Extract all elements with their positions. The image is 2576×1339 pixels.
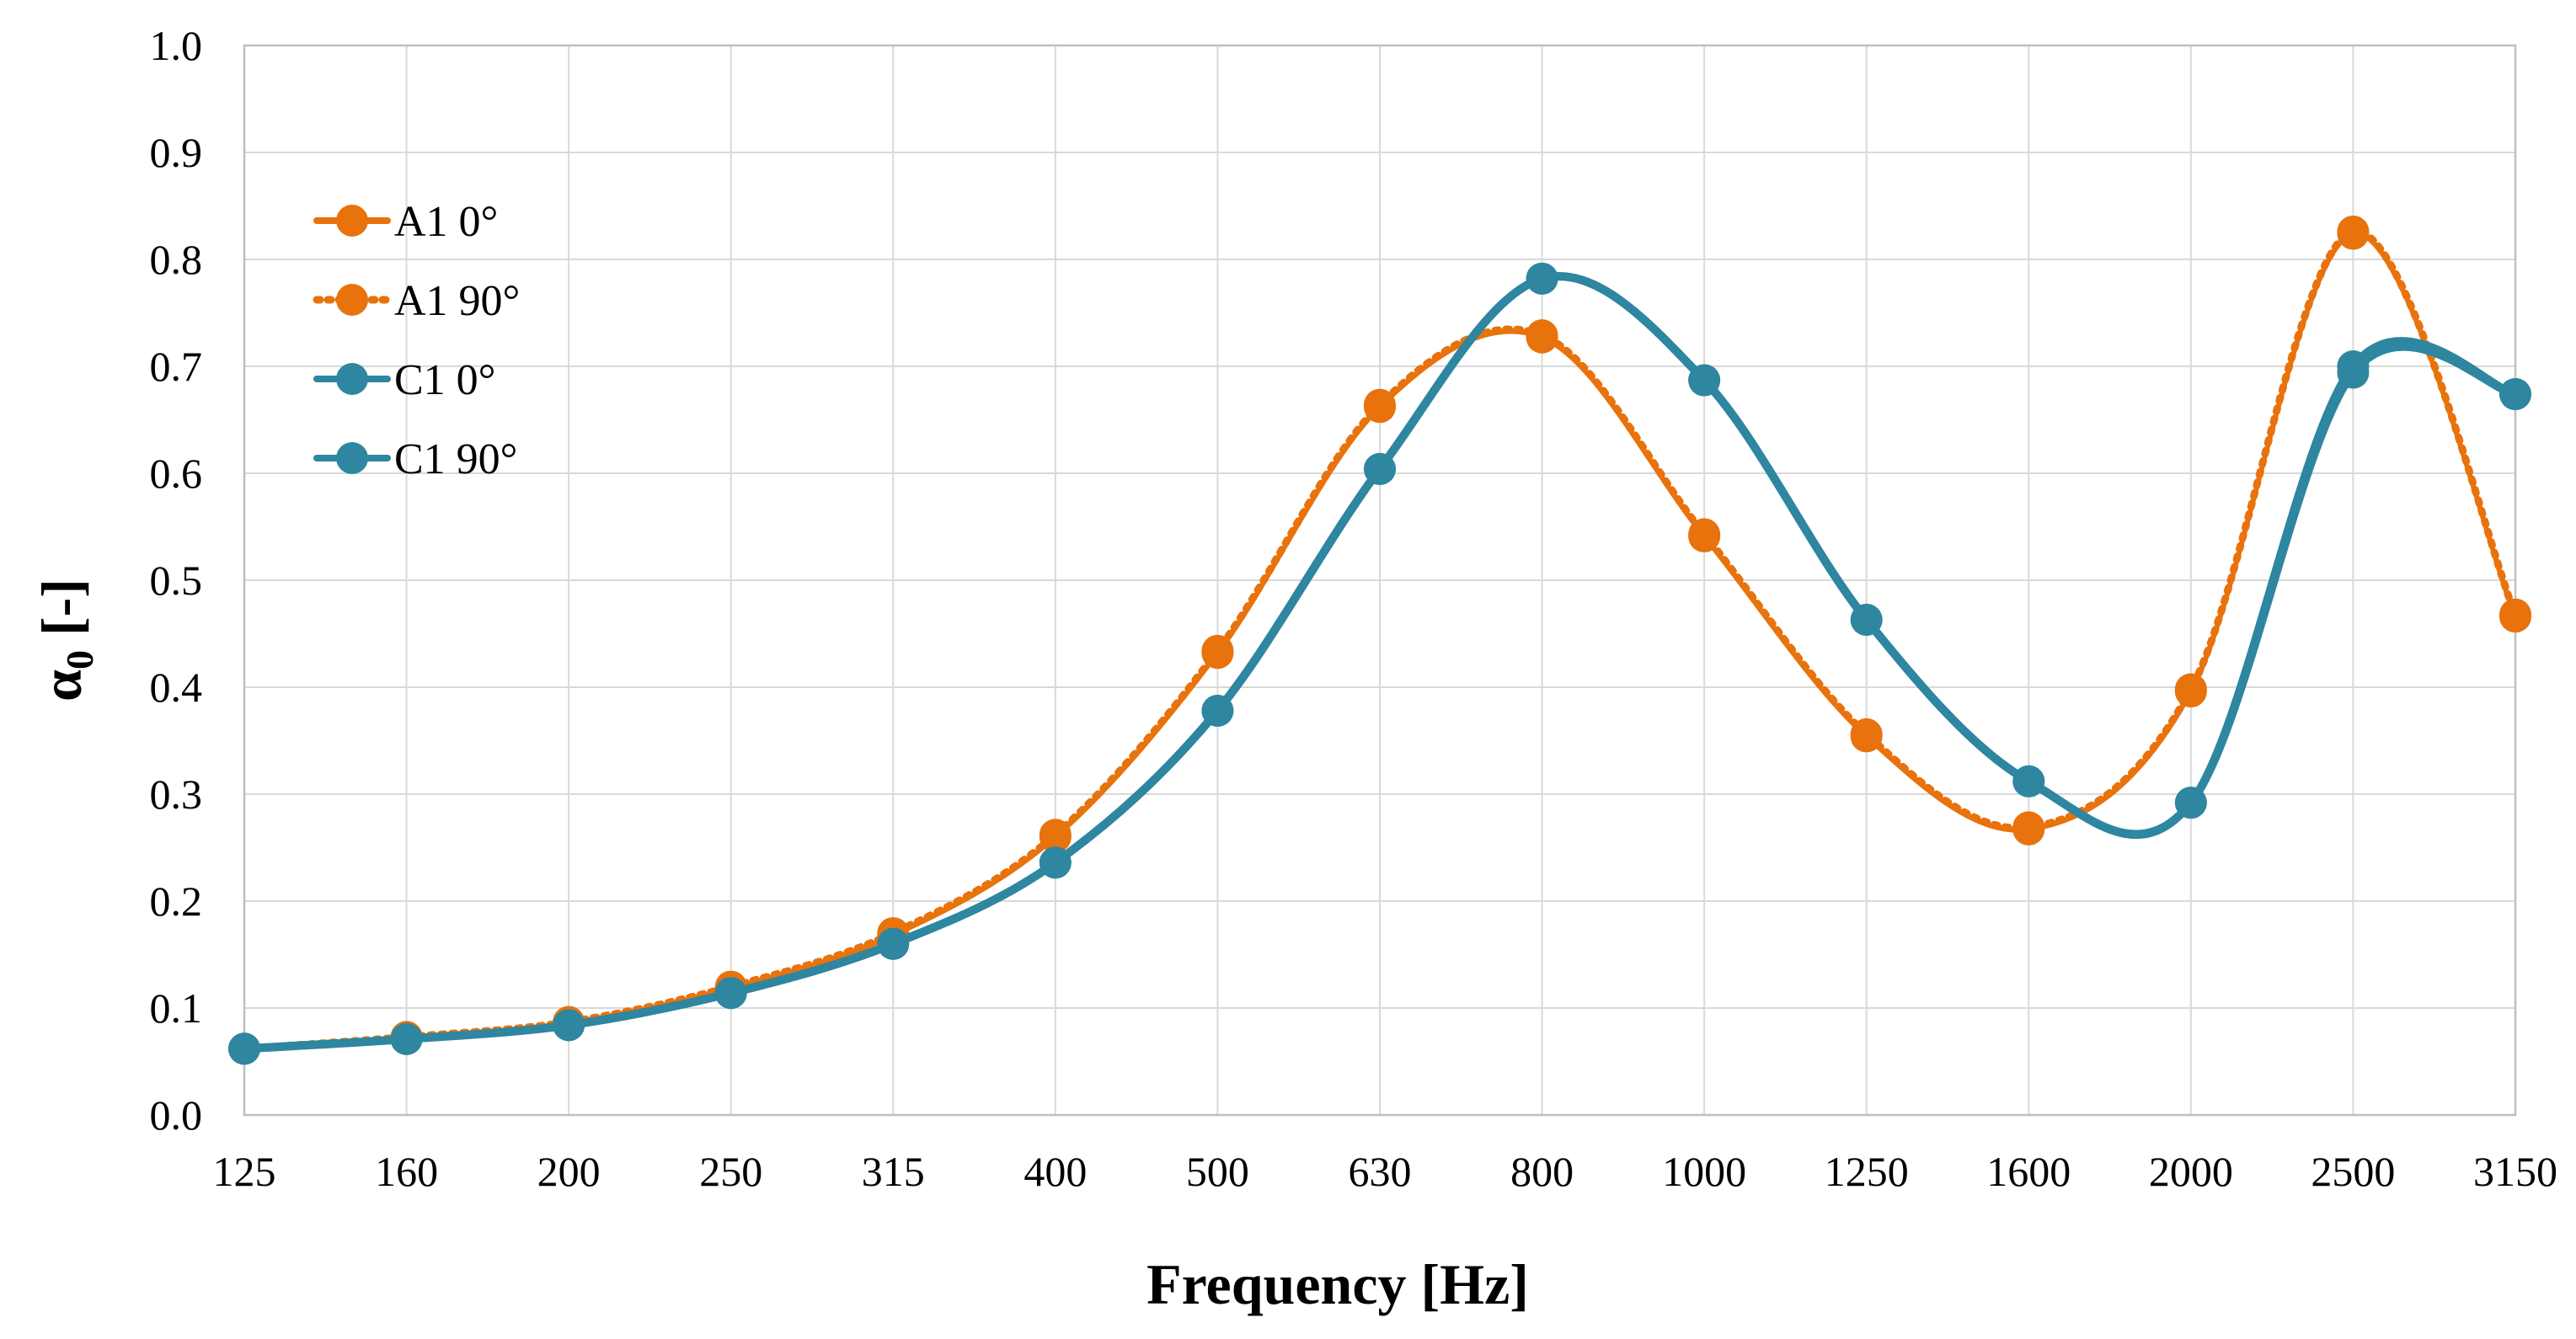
data-point	[390, 1022, 423, 1055]
data-point	[1850, 718, 1883, 750]
data-point	[1364, 452, 1396, 485]
x-tick-label: 315	[862, 1148, 925, 1195]
x-tick-label: 1600	[1986, 1148, 2071, 1195]
y-tick-label: 0.1	[150, 984, 203, 1032]
x-tick-label: 800	[1510, 1148, 1574, 1195]
legend-item: A1 0°	[313, 198, 498, 246]
data-point	[2499, 598, 2531, 631]
x-tick-label: 630	[1349, 1148, 1412, 1195]
y-tick-label: 0.5	[150, 557, 203, 604]
data-point	[2337, 350, 2370, 382]
x-tick-label: 160	[375, 1148, 438, 1195]
grid	[243, 45, 2516, 1116]
y-axis-title-subscript: 0	[58, 650, 101, 670]
data-point	[228, 1032, 260, 1065]
data-point	[1039, 819, 1072, 851]
x-tick-label: 2000	[2149, 1148, 2233, 1195]
series-c1-90deg	[228, 262, 2531, 1065]
y-tick-label: 0.9	[150, 129, 203, 176]
y-tick-label: 0.3	[150, 771, 203, 818]
x-tick-label: 1000	[1662, 1148, 1746, 1195]
x-tick-label: 2500	[2311, 1148, 2395, 1195]
legend-item: A1 90°	[313, 277, 520, 325]
y-tick-label: 1.0	[150, 22, 203, 69]
data-point	[2012, 765, 2045, 798]
legend-marker	[336, 284, 368, 316]
data-point	[1688, 518, 1721, 551]
data-point	[714, 977, 747, 1010]
data-point	[553, 1009, 585, 1042]
y-axis-ticks: 0.0 0.1 0.2 0.3 0.4 0.5 0.6 0.7 0.8 0.9 1.0	[150, 22, 203, 1139]
legend-label: C1 90°	[394, 435, 517, 483]
y-axis-title: α0 [-]	[29, 579, 101, 702]
data-point	[2174, 787, 2207, 819]
x-axis-title: Frequency [Hz]	[1146, 1252, 1529, 1316]
data-point	[2012, 811, 2045, 844]
series-line	[240, 227, 2520, 1053]
y-axis-title-symbol: α	[29, 670, 94, 702]
x-tick-label: 3150	[2473, 1148, 2557, 1195]
x-tick-label: 400	[1023, 1148, 1087, 1195]
y-tick-label: 0.6	[150, 450, 203, 497]
legend-marker	[336, 442, 368, 474]
x-axis-ticks: 125 160 200 250 315 400 500 630 800 1000 1250 1600 2…	[213, 1148, 2558, 1195]
legend-label: A1 0°	[394, 198, 498, 246]
y-tick-label: 0.4	[150, 664, 203, 711]
series-a1-90deg	[228, 215, 2531, 1065]
data-point	[1201, 634, 1234, 667]
data-point	[1526, 262, 1558, 295]
data-point	[1364, 388, 1396, 421]
legend-item: C1 0°	[313, 356, 495, 404]
series-layer	[228, 215, 2531, 1065]
x-tick-label: 500	[1186, 1148, 1249, 1195]
x-tick-label: 200	[537, 1148, 601, 1195]
data-point	[1526, 319, 1558, 352]
data-point	[1039, 846, 1072, 879]
data-point	[1688, 364, 1721, 397]
data-point	[1850, 603, 1883, 636]
legend-item: C1 90°	[313, 435, 517, 483]
x-tick-label: 125	[213, 1148, 276, 1195]
data-point	[2499, 378, 2531, 411]
legend: A1 0° A1 90° C1 0° C1 90°	[313, 198, 520, 483]
x-tick-label: 1250	[1825, 1148, 1909, 1195]
y-tick-label: 0.7	[150, 343, 203, 390]
x-tick-label: 250	[699, 1148, 762, 1195]
y-tick-label: 0.0	[150, 1091, 203, 1139]
legend-label: A1 90°	[394, 277, 520, 325]
y-tick-label: 0.8	[150, 236, 203, 283]
data-point	[1201, 694, 1234, 727]
y-axis-title-unit: [-]	[29, 579, 94, 650]
legend-marker	[336, 363, 368, 395]
data-point	[877, 927, 910, 960]
data-point	[2174, 673, 2207, 706]
plot-area	[243, 44, 2517, 1117]
y-tick-label: 0.2	[150, 878, 203, 925]
legend-marker	[336, 205, 368, 237]
data-point	[2337, 215, 2370, 248]
legend-label: C1 0°	[394, 356, 495, 404]
